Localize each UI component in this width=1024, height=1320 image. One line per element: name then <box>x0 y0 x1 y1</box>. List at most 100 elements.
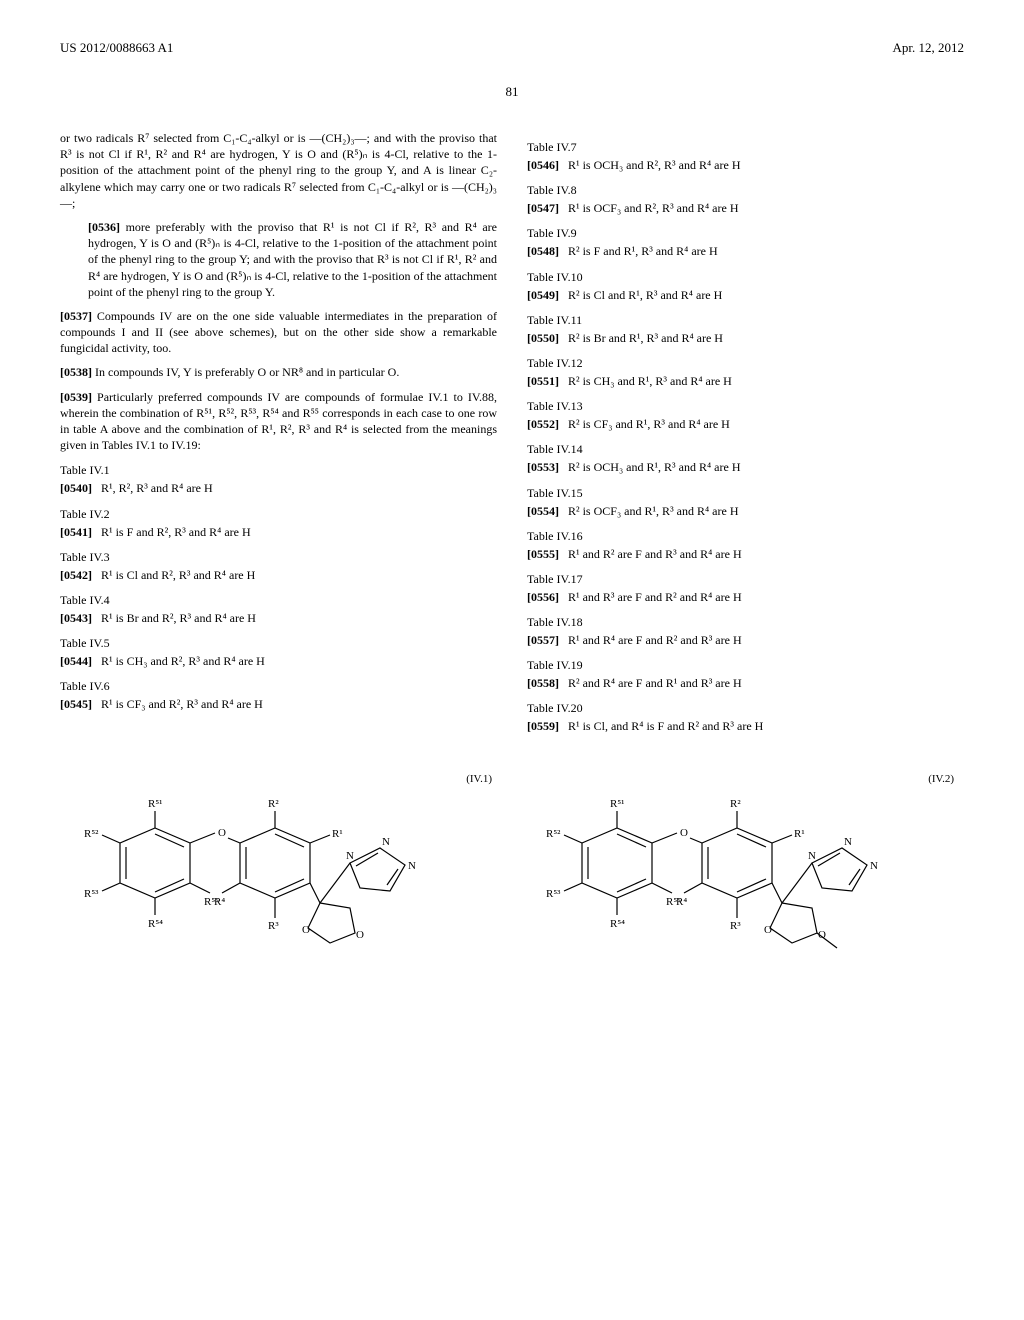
atom-label: R⁵⁴ <box>148 918 163 930</box>
para-0538: [0538] In compounds IV, Y is preferably … <box>60 364 497 380</box>
table-label: Table IV.1 <box>60 463 497 478</box>
entry-text: R¹ is OCH₃ and R², R³ and R⁴ are H <box>568 158 740 172</box>
atom-label: R³ <box>268 920 279 932</box>
atom-label: R⁵² <box>84 828 99 840</box>
table-label: Table IV.18 <box>527 615 964 630</box>
para-text: more preferably with the proviso that R¹… <box>88 220 497 299</box>
entry-text: R² is CF₃ and R¹, R³ and R⁴ are H <box>568 417 730 431</box>
content-columns: or two radicals R⁷ selected from C₁-C₄-a… <box>60 130 964 743</box>
table-label: Table IV.15 <box>527 486 964 501</box>
atom-label: N <box>870 860 878 872</box>
table-label: Table IV.13 <box>527 399 964 414</box>
table-label: Table IV.14 <box>527 442 964 457</box>
publication-date: Apr. 12, 2012 <box>893 40 965 56</box>
entry-text: R² is F and R¹, R³ and R⁴ are H <box>568 244 718 258</box>
entry-text: R¹ and R³ are F and R² and R⁴ are H <box>568 590 742 604</box>
atom-label: O <box>302 924 310 936</box>
table-entry: [0555] R¹ and R² are F and R³ and R⁴ are… <box>527 546 964 562</box>
entry-num: [0557] <box>527 633 559 647</box>
entry-num: [0548] <box>527 244 559 258</box>
entry-text: R² is CH₃ and R¹, R³ and R⁴ are H <box>568 374 732 388</box>
table-label: Table IV.5 <box>60 636 497 651</box>
entry-text: R² is Br and R¹, R³ and R⁴ are H <box>568 331 723 345</box>
table-entry: [0552] R² is CF₃ and R¹, R³ and R⁴ are H <box>527 416 964 432</box>
table-label: Table IV.20 <box>527 701 964 716</box>
entry-text: R² is Cl and R¹, R³ and R⁴ are H <box>568 288 722 302</box>
atom-label: N <box>844 836 852 848</box>
para-0536: [0536] more preferably with the proviso … <box>88 219 497 300</box>
atom-label: R³ <box>730 920 741 932</box>
structure-iv2: (IV.2) <box>522 773 964 987</box>
entry-num: [0544] <box>60 654 92 668</box>
table-entry: [0546] R¹ is OCH₃ and R², R³ and R⁴ are … <box>527 157 964 173</box>
table-entry: [0556] R¹ and R³ are F and R² and R⁴ are… <box>527 589 964 605</box>
table-entry: [0558] R² and R⁴ are F and R¹ and R³ are… <box>527 675 964 691</box>
entry-num: [0542] <box>60 568 92 582</box>
entry-num: [0543] <box>60 611 92 625</box>
para-0539: [0539] Particularly preferred compounds … <box>60 389 497 454</box>
table-label: Table IV.10 <box>527 270 964 285</box>
page-header: US 2012/0088663 A1 Apr. 12, 2012 <box>60 40 964 64</box>
table-entry: [0549] R² is Cl and R¹, R³ and R⁴ are H <box>527 287 964 303</box>
entry-text: R¹ and R² are F and R³ and R⁴ are H <box>568 547 742 561</box>
entry-num: [0550] <box>527 331 559 345</box>
atom-label: R⁵¹ <box>610 798 624 810</box>
table-entry: [0559] R¹ is Cl, and R⁴ is F and R² and … <box>527 718 964 734</box>
entry-text: R¹ is OCF₃ and R², R³ and R⁴ are H <box>568 201 739 215</box>
table-entry: [0547] R¹ is OCF₃ and R², R³ and R⁴ are … <box>527 200 964 216</box>
table-label: Table IV.3 <box>60 550 497 565</box>
para-0537: [0537] Compounds IV are on the one side … <box>60 308 497 357</box>
para-text: In compounds IV, Y is preferably O or NR… <box>95 365 399 379</box>
entry-num: [0545] <box>60 697 92 711</box>
table-label: Table IV.17 <box>527 572 964 587</box>
atom-label: R⁴ <box>676 896 687 908</box>
table-label: Table IV.7 <box>527 140 964 155</box>
structure-label: (IV.2) <box>928 773 954 785</box>
entry-num: [0553] <box>527 460 559 474</box>
table-label: Table IV.16 <box>527 529 964 544</box>
para-num: [0538] <box>60 365 92 379</box>
atom-label: R¹ <box>794 828 805 840</box>
entry-text: R¹ is CH₃ and R², R³ and R⁴ are H <box>101 654 265 668</box>
atom-label: N <box>346 850 354 862</box>
table-entry: [0544] R¹ is CH₃ and R², R³ and R⁴ are H <box>60 653 497 669</box>
para-num: [0539] <box>60 390 92 404</box>
para-text: Particularly preferred compounds IV are … <box>60 390 497 453</box>
entry-text: R¹ and R⁴ are F and R² and R³ are H <box>568 633 742 647</box>
entry-text: R¹ is CF₃ and R², R³ and R⁴ are H <box>101 697 263 711</box>
entry-num: [0556] <box>527 590 559 604</box>
entry-text: R² is OCH₃ and R¹, R³ and R⁴ are H <box>568 460 740 474</box>
structure-iv1: (IV.1) <box>60 773 502 987</box>
publication-number: US 2012/0088663 A1 <box>60 40 173 56</box>
column-right: Table IV.7 [0546] R¹ is OCH₃ and R², R³ … <box>527 130 964 743</box>
entry-num: [0540] <box>60 481 92 495</box>
atom-label: N <box>408 860 416 872</box>
table-label: Table IV.8 <box>527 183 964 198</box>
structure-svg-iv1: R⁵¹ R⁵² R⁵³ R⁵⁴ R⁵⁵ O R² R¹ R⁴ R³ O O N … <box>60 793 480 973</box>
atom-label: O <box>218 827 226 839</box>
entry-text: R¹ is Br and R², R³ and R⁴ are H <box>101 611 256 625</box>
atom-label: O <box>680 827 688 839</box>
page-number: 81 <box>60 84 964 100</box>
entry-num: [0558] <box>527 676 559 690</box>
atom-label: R⁵¹ <box>148 798 162 810</box>
atom-label: R⁵³ <box>84 888 99 900</box>
entry-num: [0555] <box>527 547 559 561</box>
entry-text: R¹ is Cl and R², R³ and R⁴ are H <box>101 568 255 582</box>
table-entry: [0553] R² is OCH₃ and R¹, R³ and R⁴ are … <box>527 459 964 475</box>
atom-label: O <box>818 929 826 941</box>
table-entry: [0542] R¹ is Cl and R², R³ and R⁴ are H <box>60 567 497 583</box>
atom-label: R² <box>730 798 741 810</box>
entry-num: [0541] <box>60 525 92 539</box>
table-entry: [0548] R² is F and R¹, R³ and R⁴ are H <box>527 243 964 259</box>
entry-num: [0552] <box>527 417 559 431</box>
atom-label: R² <box>268 798 279 810</box>
structure-label: (IV.1) <box>466 773 492 785</box>
entry-text: R¹ is Cl, and R⁴ is F and R² and R³ are … <box>568 719 763 733</box>
entry-text: R² is OCF₃ and R¹, R³ and R⁴ are H <box>568 504 739 518</box>
para-num: [0537] <box>60 309 92 323</box>
table-entry: [0541] R¹ is F and R², R³ and R⁴ are H <box>60 524 497 540</box>
atom-label: R¹ <box>332 828 343 840</box>
entry-num: [0551] <box>527 374 559 388</box>
chemical-structures: (IV.1) <box>60 773 964 987</box>
